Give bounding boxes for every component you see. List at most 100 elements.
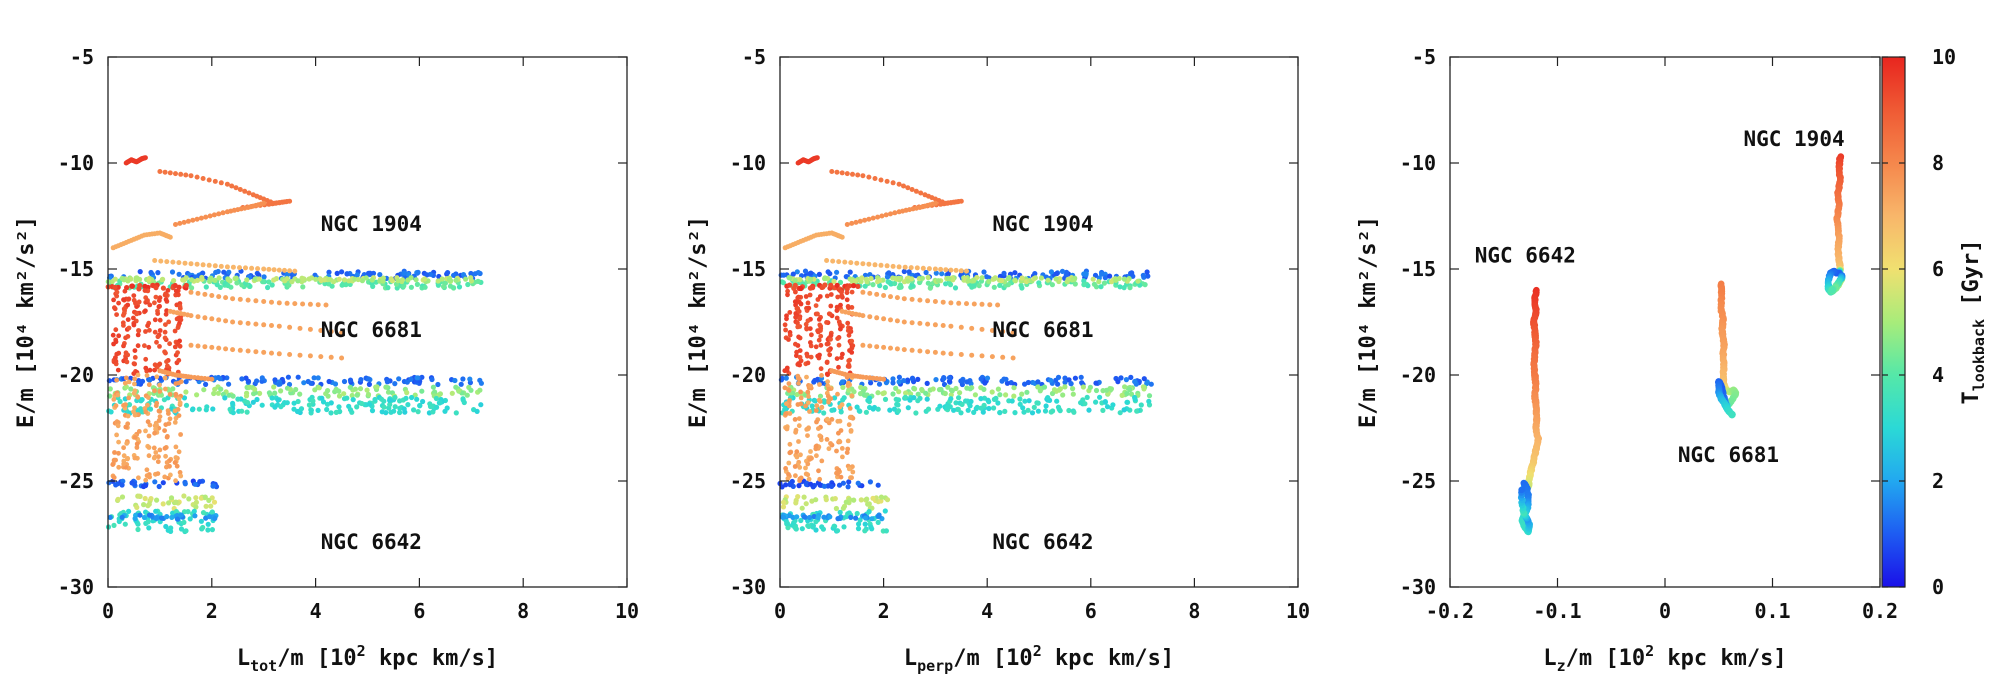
data-point (1140, 384, 1146, 390)
data-point (869, 516, 875, 522)
data-point (1124, 391, 1130, 397)
data-point (803, 465, 808, 471)
data-point (242, 188, 248, 194)
data-point (881, 344, 887, 350)
data-point (266, 201, 272, 207)
data-point (133, 300, 139, 306)
data-point (157, 328, 163, 333)
data-point (863, 515, 869, 521)
data-point (793, 427, 799, 433)
data-point (417, 403, 423, 409)
data-point (1069, 277, 1075, 283)
data-point (837, 509, 843, 515)
data-point (901, 347, 907, 353)
data-point (834, 308, 840, 313)
data-point (991, 284, 997, 290)
data-point (157, 389, 163, 394)
data-point (1093, 399, 1099, 405)
data-point (793, 500, 799, 506)
y-tick-label: -30 (58, 575, 94, 599)
data-point (787, 441, 793, 447)
data-point (1137, 282, 1143, 288)
data-point (846, 364, 852, 369)
data-point (212, 515, 218, 522)
data-point (316, 385, 322, 391)
data-point (946, 275, 952, 282)
data-point (860, 261, 866, 267)
data-point (188, 173, 194, 179)
data-point (155, 270, 161, 276)
data-point (986, 278, 992, 284)
data-point (359, 278, 365, 284)
data-point (349, 392, 355, 399)
data-point (405, 402, 411, 408)
data-point (797, 354, 803, 360)
data-point (152, 300, 157, 306)
data-point (230, 400, 236, 406)
data-point (113, 482, 119, 488)
data-point (783, 375, 789, 381)
data-point (997, 410, 1003, 416)
data-point (107, 386, 113, 392)
data-point (173, 171, 178, 177)
data-point (878, 177, 884, 183)
data-point (365, 376, 372, 382)
data-point (131, 481, 137, 487)
data-point (163, 422, 169, 427)
data-point (126, 379, 132, 385)
data-point (181, 519, 187, 526)
data-point (866, 509, 872, 515)
data-point (157, 317, 163, 323)
data-point (1022, 381, 1028, 387)
data-point (131, 322, 137, 328)
data-point (164, 514, 170, 520)
data-point (826, 347, 831, 353)
data-point (391, 408, 397, 414)
plot-frame (779, 56, 1299, 588)
data-point (905, 278, 911, 284)
data-point (339, 355, 345, 361)
data-point (354, 392, 360, 398)
data-point (945, 271, 951, 277)
data-point (206, 514, 213, 520)
data-point (854, 510, 860, 517)
data-point (153, 450, 159, 455)
data-point (796, 376, 802, 382)
data-point (122, 521, 128, 527)
data-point (168, 495, 175, 501)
data-point (793, 314, 798, 320)
data-point (1048, 409, 1054, 415)
colorbar-tick-label: 2 (1932, 469, 1944, 493)
data-point (805, 318, 811, 324)
data-point (173, 381, 179, 386)
data-point (121, 297, 126, 303)
data-point (925, 321, 931, 327)
data-point (1032, 271, 1038, 277)
data-point (1048, 377, 1054, 383)
data-point (152, 388, 157, 394)
data-point (173, 478, 179, 484)
data-point (917, 279, 923, 286)
data-point (190, 217, 196, 223)
data-point (367, 270, 373, 276)
data-point (828, 282, 834, 288)
data-point (209, 527, 215, 533)
data-point (178, 432, 184, 437)
data-point (1009, 398, 1015, 404)
data-point (881, 316, 887, 322)
data-point (1060, 392, 1066, 398)
data-point (957, 390, 963, 396)
data-point (194, 174, 200, 180)
data-point (324, 406, 330, 413)
data-point (1011, 393, 1017, 399)
data-point (460, 272, 467, 278)
data-point (867, 290, 873, 296)
data-point (1001, 376, 1007, 382)
data-point (875, 406, 881, 412)
data-point (866, 261, 872, 267)
data-point (814, 403, 820, 409)
data-point (146, 501, 152, 507)
data-point (1066, 377, 1072, 383)
data-point (158, 258, 164, 264)
data-point (796, 381, 801, 386)
